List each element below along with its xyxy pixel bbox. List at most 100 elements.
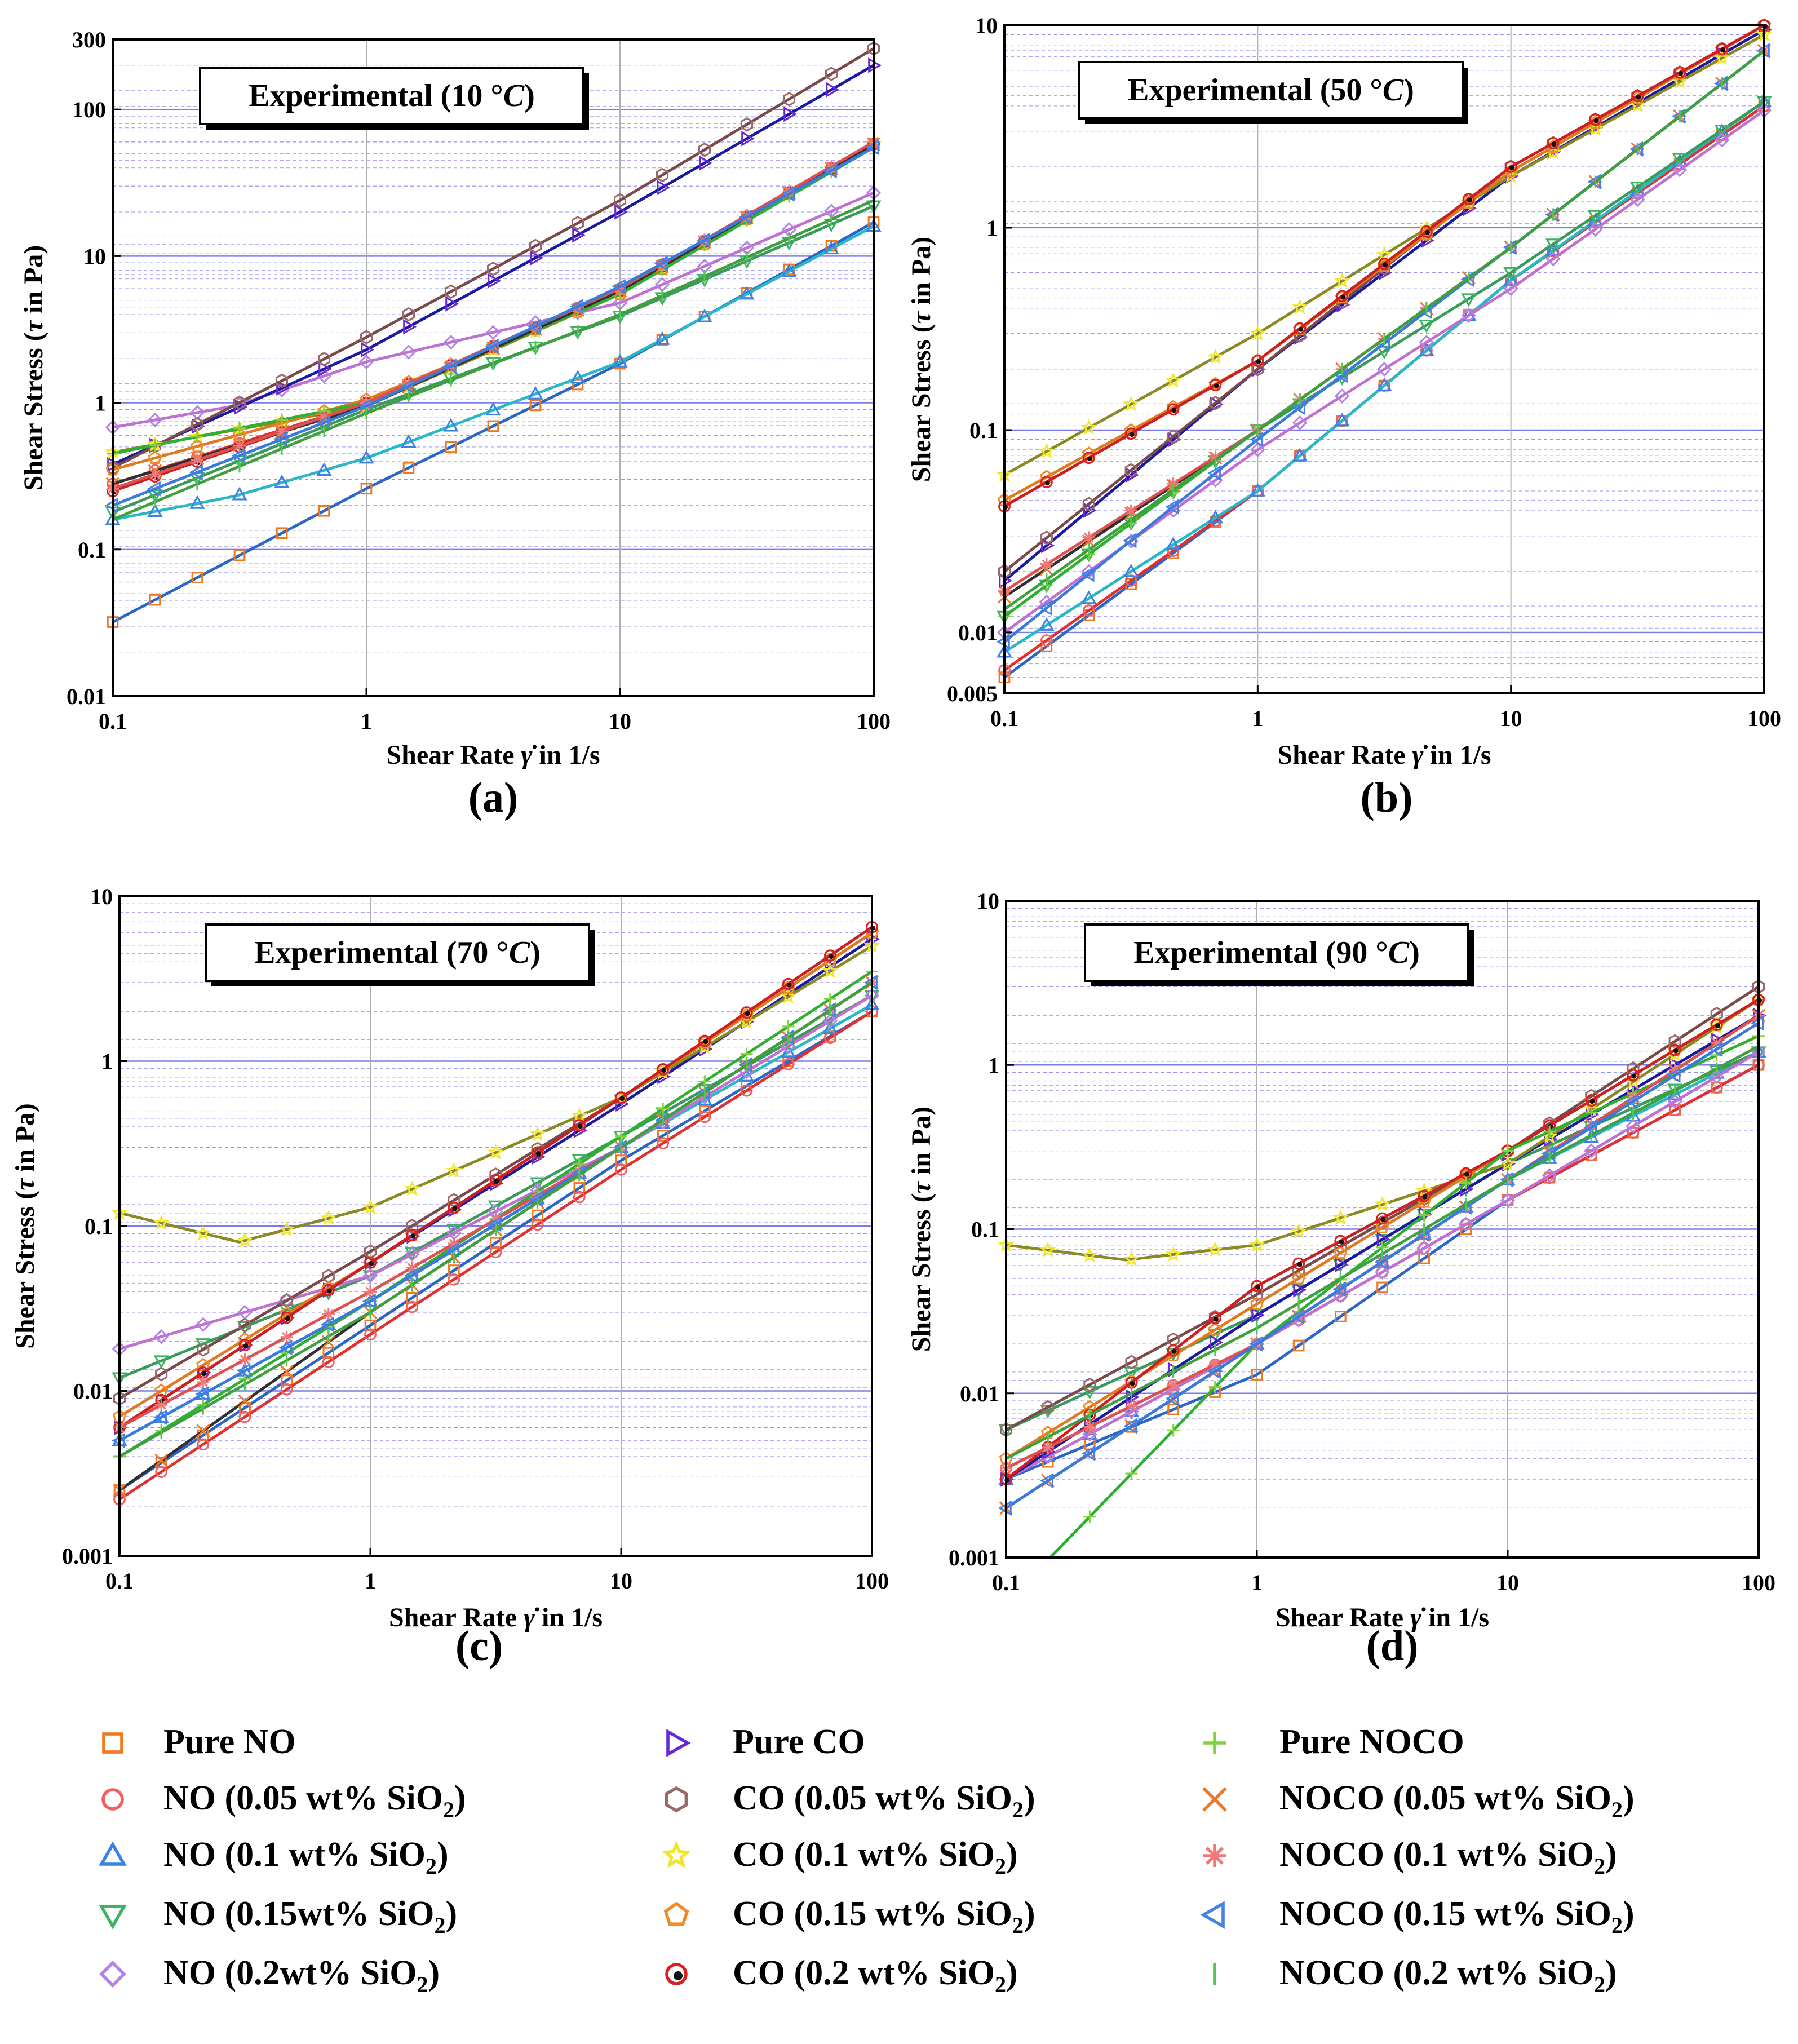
- y-tick-label: 0.001: [949, 1545, 999, 1570]
- data-point: [656, 167, 669, 183]
- data-point: [404, 1180, 420, 1196]
- data-point: [1376, 361, 1392, 377]
- data-point: [1167, 1424, 1180, 1437]
- data-point: [1585, 1094, 1598, 1107]
- x-tick-label: 100: [857, 709, 891, 734]
- data-point: [189, 495, 205, 509]
- data-point: [782, 92, 796, 107]
- data-point: [1080, 419, 1097, 435]
- data-point: [1334, 388, 1350, 404]
- data-point: [1082, 1247, 1098, 1263]
- y-label-text: Shear Stress (: [906, 1193, 936, 1352]
- y-tick-label: 1: [101, 1049, 113, 1074]
- data-point: [1714, 125, 1730, 138]
- data-point: [1716, 42, 1729, 55]
- data-point: [1626, 1118, 1641, 1134]
- data-point: [1588, 222, 1603, 237]
- x-tick-label: 1: [1251, 1570, 1263, 1595]
- chart-title: Experimental (50 °C): [1128, 73, 1414, 108]
- y-label-text: in Pa): [19, 245, 48, 320]
- legend-marker: [1200, 1901, 1225, 1929]
- y-label-symbol: τ: [906, 311, 936, 324]
- data-point: [445, 441, 457, 453]
- y-label-text: Shear Stress (: [19, 332, 48, 490]
- data-point: [322, 1308, 335, 1321]
- data-point: [278, 1340, 293, 1356]
- y-label-symbol: τ: [906, 1180, 936, 1193]
- data-point: [823, 163, 837, 179]
- x-label-text: Shear Rate: [1277, 740, 1412, 770]
- series-group: [111, 921, 880, 1506]
- data-point: [1292, 1257, 1305, 1270]
- chart-title-box: Experimental (70 °C): [205, 923, 595, 986]
- data-point: [489, 1174, 502, 1187]
- legend-text: Pure NO: [163, 1723, 296, 1761]
- legend-label: NO (0.1 wt% SiO2): [163, 1835, 449, 1879]
- markers-14: [996, 43, 1770, 650]
- data-point: [485, 338, 499, 355]
- data-point: [823, 993, 836, 1006]
- data-point: [1251, 1280, 1263, 1293]
- data-point: [1291, 1308, 1304, 1325]
- data-point: [1083, 1421, 1096, 1434]
- data-point: [1042, 1400, 1055, 1415]
- markers-2: [107, 138, 880, 490]
- data-point: [400, 378, 414, 394]
- fit-line-14: [112, 146, 875, 507]
- data-point: [485, 402, 501, 416]
- data-point: [361, 342, 375, 358]
- data-point: [654, 255, 668, 271]
- data-point: [698, 142, 711, 157]
- y-tick-label: 10: [83, 244, 106, 269]
- y-tick-label: 0.1: [969, 418, 998, 443]
- legend-marker: [101, 1788, 124, 1811]
- data-point: [1209, 395, 1222, 410]
- data-point: [781, 186, 795, 202]
- data-point: [191, 430, 203, 443]
- fit-line-8: [1003, 33, 1765, 476]
- data-point: [1459, 1176, 1472, 1189]
- data-point: [1082, 1445, 1096, 1461]
- data-point: [1040, 476, 1053, 489]
- y-tick-label: 0.1: [78, 537, 106, 563]
- data-point: [406, 1292, 418, 1304]
- data-point: [1416, 1182, 1432, 1198]
- data-point: [197, 1376, 210, 1389]
- legend-text: CO (0.05 wt% SiO: [733, 1779, 1012, 1817]
- data-point: [401, 344, 417, 360]
- data-point: [1461, 293, 1477, 307]
- data-point: [233, 439, 246, 452]
- data-point: [698, 1111, 711, 1123]
- legend-marker: [102, 1732, 123, 1754]
- chart-panel-4: 0.1 1 10 100 0.001 0.01 0.1 1 10 Shear Rate γ̇ in…: [906, 888, 1775, 1670]
- legend-subscript: 2: [443, 1797, 454, 1822]
- legend-label: NO (0.2wt% SiO2): [163, 1954, 440, 1997]
- data-point: [1458, 1216, 1474, 1232]
- fit-line-5: [119, 994, 873, 1351]
- data-point: [1208, 1322, 1223, 1336]
- data-point: [406, 1261, 419, 1274]
- data-point: [657, 180, 671, 196]
- data-point: [614, 204, 628, 220]
- legend-label: NO (0.05 wt% SiO2): [163, 1779, 466, 1822]
- data-point: [448, 1273, 460, 1286]
- data-point: [1291, 1271, 1306, 1285]
- legend-text: NO (0.05 wt% SiO: [163, 1779, 443, 1817]
- y-label-text: Shear Stress (: [906, 324, 936, 482]
- data-point: [615, 1154, 627, 1166]
- data-point: [1081, 590, 1097, 604]
- legend-item: CO (0.1 wt% SiO2): [662, 1835, 1018, 1879]
- data-point: [358, 354, 374, 370]
- data-point: [1545, 251, 1561, 267]
- title-text: Experimental (70 °: [254, 935, 509, 970]
- data-point: [1334, 1311, 1347, 1322]
- data-point: [1418, 1209, 1431, 1222]
- data-point: [1038, 600, 1052, 616]
- data-point: [446, 1162, 462, 1178]
- data-point: [1672, 153, 1688, 167]
- x-tick-label: 0.1: [992, 1570, 1020, 1595]
- data-point: [1039, 1241, 1056, 1258]
- chart-title: Experimental (10 °C): [249, 78, 535, 113]
- title-text: ): [530, 935, 541, 970]
- x-axis-label: Shear Rate γ̇ in 1/s: [386, 740, 600, 770]
